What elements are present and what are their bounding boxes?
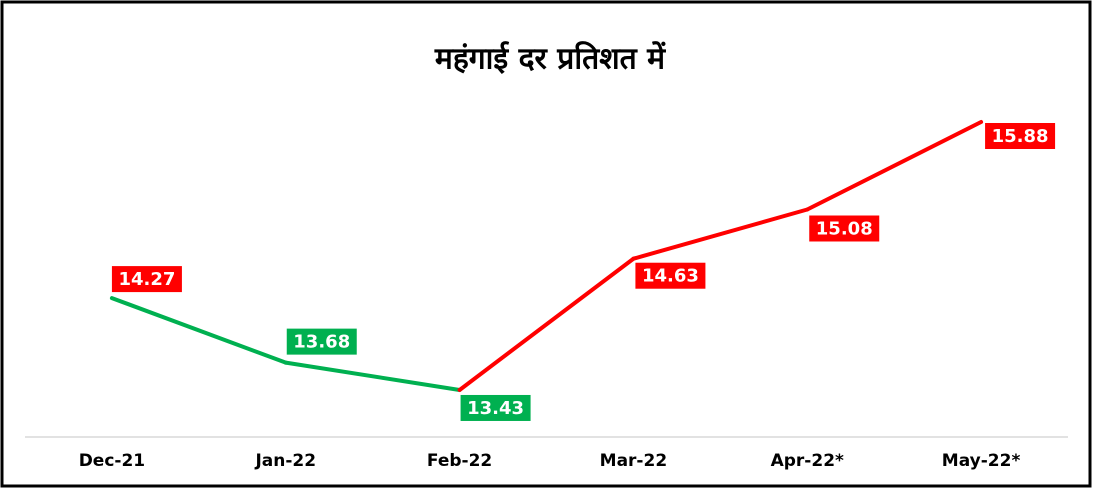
data-label-box: [286, 328, 357, 355]
data-label: 14.63: [642, 266, 699, 287]
chart-title: महंगाई दर प्रतिशत में: [434, 41, 666, 77]
data-label: 15.88: [992, 126, 1049, 147]
data-label: 14.27: [118, 269, 175, 290]
line-segment: [283, 360, 462, 392]
x-tick-label: Dec-21: [79, 451, 145, 471]
line-segment: [457, 256, 636, 392]
line-segment: [109, 296, 288, 365]
line-segment: [805, 120, 984, 212]
x-tick-label: Jan-22: [254, 451, 316, 471]
data-label-box: [985, 123, 1056, 149]
data-label: 13.43: [467, 398, 524, 419]
x-tick-label: Apr-22*: [771, 451, 844, 471]
x-tick-label: May-22*: [942, 451, 1021, 471]
data-label-box: [460, 394, 531, 421]
data-label: 15.08: [816, 219, 873, 240]
data-label-box: [809, 215, 880, 242]
data-label-box: [111, 266, 182, 293]
data-label-box: [635, 262, 706, 289]
x-tick-label: Mar-22: [600, 451, 668, 471]
line-segment: [631, 207, 810, 261]
x-tick-label: Feb-22: [427, 451, 492, 471]
data-label: 13.68: [293, 332, 350, 353]
